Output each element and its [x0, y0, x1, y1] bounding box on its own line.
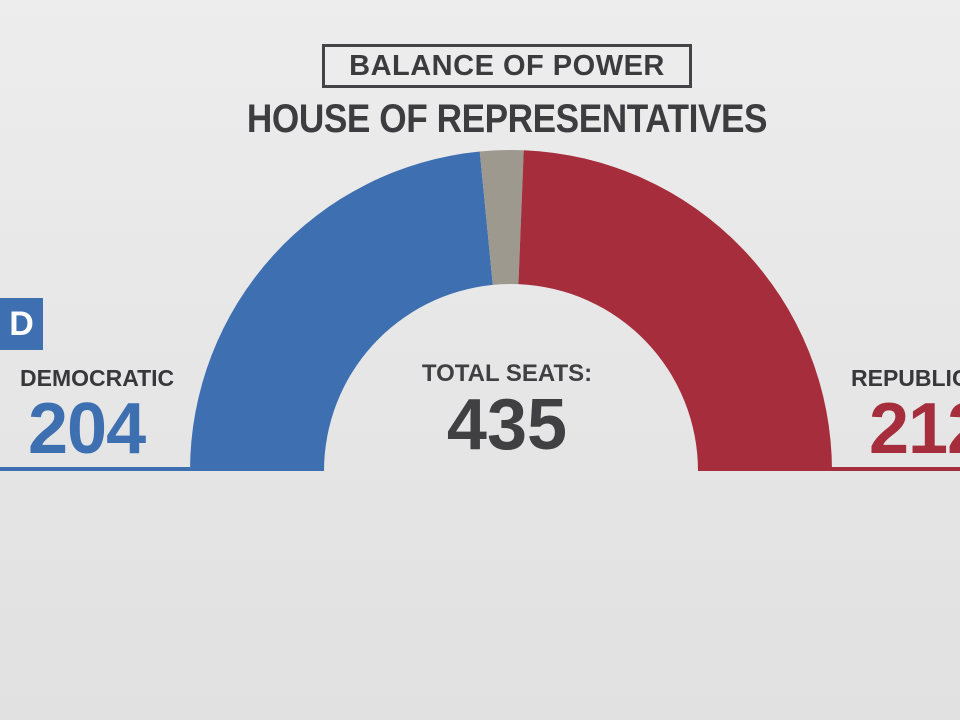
- democratic-party-tag: D: [0, 298, 43, 350]
- republican-baseline: [830, 467, 960, 471]
- republican-label: REPUBLICAN: [851, 365, 960, 391]
- chamber-subtitle: HOUSE OF REPRESENTATIVES: [246, 97, 768, 141]
- republican-seat-count: 212: [869, 389, 960, 469]
- democratic-seat-count: 204: [28, 389, 146, 469]
- democratic-baseline: [0, 467, 190, 471]
- balance-of-power-title: BALANCE OF POWER: [322, 44, 692, 88]
- republican-arc-segment: [518, 150, 832, 471]
- democratic-label: DEMOCRATIC: [20, 365, 175, 391]
- democratic-arc-segment: [190, 151, 493, 471]
- undecided-arc-segment: [479, 150, 524, 285]
- total-seats-value: 435: [446, 385, 568, 465]
- total-seats-label: TOTAL SEATS:: [421, 360, 593, 387]
